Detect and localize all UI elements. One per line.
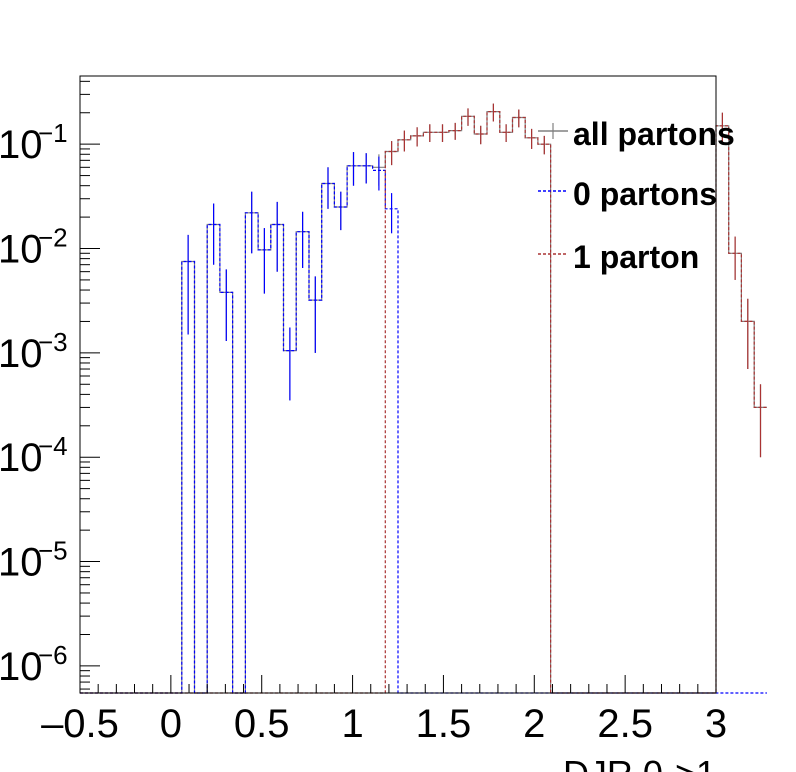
x-tick-label: 0.5: [234, 702, 290, 746]
y-tick-label: 10: [0, 645, 43, 689]
y-tick-label: 10: [0, 332, 43, 376]
x-tick-label: 1.5: [416, 702, 472, 746]
legend-label: all partons: [573, 116, 735, 152]
y-tick-label: 10: [0, 228, 43, 272]
y-tick-exponent: −6: [38, 640, 68, 670]
x-tick-label: –0.5: [41, 702, 119, 746]
x-tick-label: 3: [705, 702, 727, 746]
x-tick-label: 1: [341, 702, 363, 746]
x-axis: –0.5 0 0.5 1 1.5 2 2.5 3: [41, 675, 727, 746]
y-tick-label: 10: [0, 123, 43, 167]
x-tick-label: 2: [523, 702, 545, 746]
x-tick-label: 2.5: [597, 702, 653, 746]
y-tick-exponent: −3: [38, 327, 68, 357]
x-axis-title: DJR 0->1: [563, 753, 716, 772]
x-tick-label: 0: [160, 702, 182, 746]
y-tick-exponent: −5: [38, 536, 68, 566]
y-tick-exponent: −2: [38, 223, 68, 253]
y-tick-label: 10: [0, 541, 43, 585]
y-tick-label: 10: [0, 436, 43, 480]
y-axis: 10−610−510−410−310−210−1: [0, 80, 100, 690]
y-tick-exponent: −4: [38, 431, 68, 461]
legend-label: 1 parton: [573, 239, 699, 275]
series-0-partons: [80, 152, 767, 694]
axes-layer: –0.5 0 0.5 1 1.5 2 2.5 310−610−510−410−310−210−…: [0, 80, 727, 746]
y-tick-exponent: −1: [38, 118, 68, 148]
legend-label: 0 partons: [573, 176, 717, 212]
legend: all partons 0 partons 1 parton: [538, 116, 735, 275]
